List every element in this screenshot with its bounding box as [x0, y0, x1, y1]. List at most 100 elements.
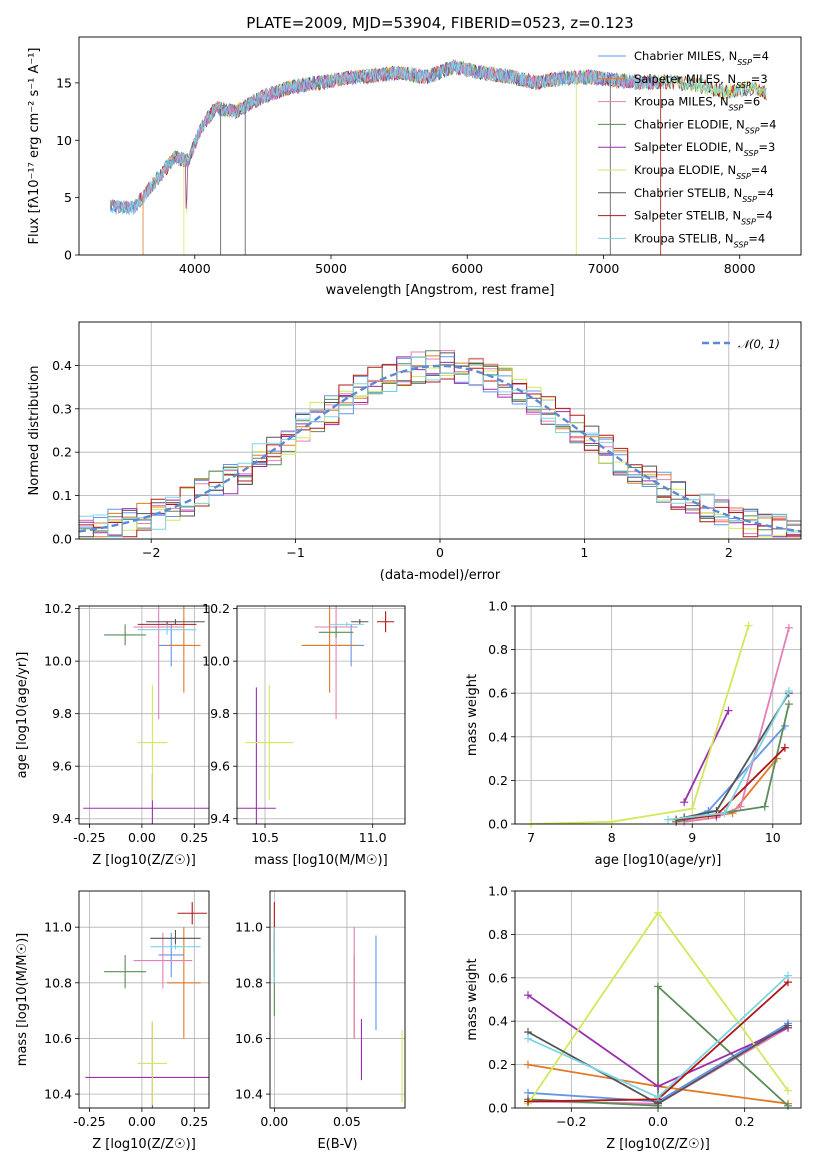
x-tick-label: 1 — [580, 545, 588, 560]
y-tick-label: 5 — [64, 190, 72, 205]
y-axis-label: Normed distribution — [27, 366, 42, 496]
y-tick-label: 0.0 — [52, 532, 72, 547]
y-axis-label: mass [log10(M/M☉)] — [15, 933, 30, 1066]
y-axis-label: age [log10(age/yr)] — [15, 652, 30, 779]
x-tick-label: 5000 — [315, 261, 347, 276]
y-tick-label: 9.8 — [52, 706, 72, 721]
y-tick-label: 10.8 — [235, 975, 263, 990]
weight-line-5 — [531, 625, 750, 824]
legend-label: 𝒩(0, 1) — [738, 337, 780, 351]
legend-label-tail: =4 — [760, 117, 777, 131]
legend-label-subscript: SSP — [741, 217, 756, 226]
y-tick-label: 15 — [56, 75, 72, 90]
legend-label-main: Kroupa STELIB, N — [634, 231, 734, 245]
y-tick-label: 0.0 — [488, 817, 508, 832]
x-tick-label: 6000 — [451, 261, 483, 276]
x-tick-label: 7 — [527, 830, 535, 845]
legend-label-main: Kroupa ELODIE, N — [634, 163, 736, 177]
y-tick-label: 10.6 — [44, 1031, 72, 1046]
legend-label: Chabrier MILES, NSSP=4 — [634, 49, 769, 67]
legend-label-tail: =4 — [748, 231, 765, 245]
x-tick-label: 0.25 — [180, 1114, 208, 1129]
y-tick-label: 0 — [64, 248, 72, 263]
x-axis-label: wavelength [Angstrom, rest frame] — [326, 283, 555, 298]
panel-7-frame — [514, 890, 802, 1109]
x-tick-label: 11.0 — [359, 830, 387, 845]
y-tick-label: 1.0 — [488, 599, 508, 614]
x-tick-label: 4000 — [179, 261, 211, 276]
x-tick-label: 0.25 — [180, 830, 208, 845]
y-axis-label: Flux [fλ10⁻¹⁷ erg cm⁻² s⁻¹ A⁻¹] — [27, 48, 42, 245]
x-axis-label: Z [log10(Z/Z☉)] — [606, 1137, 710, 1152]
y-tick-label: 1.0 — [488, 884, 508, 899]
legend-label-subscript: SSP — [734, 240, 749, 249]
legend-label-subscript: SSP — [737, 58, 752, 67]
y-tick-label: 0.4 — [488, 1014, 508, 1029]
y-tick-label: 9.6 — [210, 759, 230, 774]
legend-label: Salpeter MILES, NSSP=3 — [634, 72, 768, 90]
y-tick-label: 0.2 — [52, 445, 72, 460]
legend-label-subscript: SSP — [736, 172, 751, 181]
legend-label: Chabrier ELODIE, NSSP=4 — [634, 117, 776, 135]
legend-label-subscript: SSP — [736, 80, 751, 89]
legend-label-main: Kroupa MILES, N — [634, 95, 729, 109]
x-axis-label: age [log10(age/yr)] — [595, 853, 722, 868]
y-tick-label: 0.8 — [488, 927, 508, 942]
y-tick-label: 9.4 — [52, 811, 72, 826]
y-tick-label: 10.2 — [44, 601, 72, 616]
y-tick-label: 10 — [56, 133, 72, 148]
y-tick-label: 0.8 — [488, 642, 508, 657]
y-tick-label: 0.1 — [52, 488, 72, 503]
y-tick-label: 10.0 — [44, 654, 72, 669]
y-tick-label: 11.0 — [235, 920, 263, 935]
panel-4-frame — [514, 605, 802, 825]
legend-label-main: Salpeter ELODIE, N — [634, 140, 744, 154]
legend-label-subscript: SSP — [744, 149, 759, 158]
x-axis-label: Z [log10(Z/Z☉)] — [92, 1137, 196, 1152]
panel-2-grid — [79, 606, 209, 824]
y-tick-label: 9.4 — [210, 811, 230, 826]
legend-label-subscript: SSP — [742, 194, 757, 203]
spectrum-line-2 — [109, 58, 659, 214]
x-axis-label: Z [log10(Z/Z☉)] — [92, 853, 196, 868]
legend-label: Kroupa MILES, NSSP=6 — [634, 95, 760, 113]
y-tick-label: 10.4 — [44, 1087, 72, 1102]
legend-label-tail: =4 — [757, 186, 774, 200]
x-tick-label: 10.5 — [251, 830, 279, 845]
x-tick-label: −0.2 — [556, 1114, 586, 1129]
x-tick-label: 8 — [608, 830, 616, 845]
panel-0-frame — [78, 36, 802, 256]
panel-5-frame — [78, 890, 210, 1109]
y-tick-label: 10.2 — [202, 601, 230, 616]
spectrum-line-8 — [110, 60, 767, 216]
x-tick-label: 0.00 — [128, 830, 156, 845]
legend-label-tail: =4 — [756, 209, 773, 223]
legend-label: Salpeter ELODIE, NSSP=3 — [634, 140, 775, 158]
histogram-6 — [79, 352, 801, 538]
y-tick-label: 0.6 — [488, 970, 508, 985]
y-tick-label: 9.8 — [210, 706, 230, 721]
histogram-8 — [79, 356, 801, 538]
figure-title: PLATE=2009, MJD=53904, FIBERID=0523, z=0… — [246, 14, 633, 32]
legend-label-tail: =6 — [743, 95, 760, 109]
x-tick-label: 0.05 — [333, 1114, 361, 1129]
y-tick-label: 0.2 — [488, 1057, 508, 1072]
y-tick-label: 0.3 — [52, 401, 72, 416]
y-tick-label: 10.6 — [235, 1031, 263, 1046]
y-tick-label: 0.2 — [488, 773, 508, 788]
x-axis-label: mass [log10(M/M☉)] — [254, 853, 387, 868]
y-tick-label: 9.6 — [52, 759, 72, 774]
y-tick-label: 10.0 — [202, 654, 230, 669]
legend-label: Salpeter STELIB, NSSP=4 — [634, 209, 773, 227]
y-tick-label: 11.0 — [44, 920, 72, 935]
panel-3-frame — [236, 605, 406, 825]
legend-label-main: Salpeter STELIB, N — [634, 209, 741, 223]
x-tick-label: -0.25 — [73, 1114, 105, 1129]
legend-label-subscript: SSP — [729, 103, 744, 112]
y-axis-label: mass weight — [465, 674, 480, 756]
legend-label-main: Salpeter MILES, N — [634, 72, 736, 86]
y-axis-label: mass weight — [465, 958, 480, 1040]
weight-line-4 — [683, 710, 730, 803]
legend-label-tail: =4 — [751, 163, 768, 177]
legend-label-main: Chabrier MILES, N — [634, 49, 737, 63]
